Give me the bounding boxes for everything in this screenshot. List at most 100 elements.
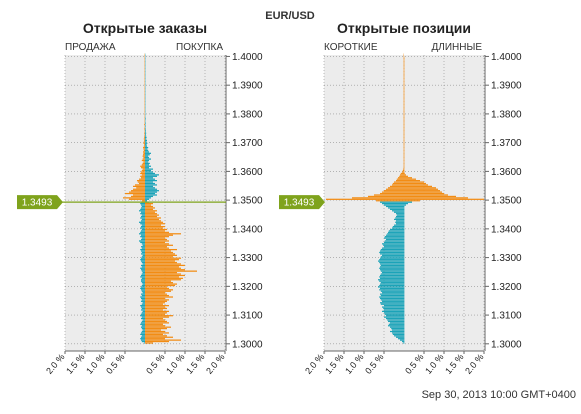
bar-left: [141, 265, 145, 266]
bar-left: [403, 169, 404, 170]
pair-title: EUR/USD: [265, 10, 315, 22]
bar-left: [141, 306, 145, 307]
bar-left: [140, 203, 145, 204]
bar-left: [141, 250, 145, 251]
y-tick-label: 1.3000: [491, 339, 522, 350]
bar-left: [142, 219, 145, 220]
bar-left: [133, 194, 145, 195]
bar-left: [141, 279, 145, 280]
bar-right: [145, 299, 169, 300]
bar-right: [145, 285, 175, 286]
bar-left: [399, 176, 404, 177]
bar-left: [390, 229, 404, 230]
bar-left: [136, 187, 145, 188]
bar-right: [145, 210, 157, 211]
bar-right: [145, 200, 147, 201]
bar-right: [145, 282, 173, 283]
bar-left: [144, 128, 145, 129]
bar-right: [145, 217, 161, 218]
bar-right: [145, 206, 153, 207]
bar-right: [145, 317, 169, 318]
bar-left: [141, 260, 145, 261]
bar-right: [145, 249, 177, 250]
y-tick-label: 1.3300: [491, 253, 522, 264]
bar-left: [396, 337, 404, 338]
bar-left: [142, 341, 145, 342]
bar-left: [140, 334, 145, 335]
bar-left: [384, 242, 404, 243]
bar-left: [398, 177, 404, 178]
bar-left: [142, 304, 145, 305]
bar-right: [145, 222, 163, 223]
bar-right: [145, 151, 149, 152]
open-positions-long-label: ДЛИННЫЕ: [432, 42, 483, 53]
bar-right: [145, 212, 155, 213]
bar-right: [145, 298, 165, 299]
bar-right: [145, 184, 157, 185]
bar-left: [142, 299, 145, 300]
bar-right: [145, 266, 179, 267]
bar-left: [382, 248, 404, 249]
bar-right: [145, 130, 146, 131]
x-tick-label: 1.0 %: [343, 352, 365, 376]
bar-left: [144, 141, 145, 142]
bar-right: [404, 184, 428, 185]
open-positions-panel: Открытые позиции КОРОТКИЕ ДЛИННЫЕ 1.3000…: [303, 20, 522, 376]
y-tick-label: 1.3400: [491, 224, 522, 235]
bar-left: [141, 275, 145, 276]
bar-left: [142, 229, 145, 230]
bar-left: [140, 268, 145, 269]
bar-right: [404, 181, 424, 182]
bar-right: [145, 204, 151, 205]
bar-left: [143, 302, 145, 303]
bar-left: [379, 285, 404, 286]
bar-left: [401, 173, 404, 174]
bar-left: [141, 286, 145, 287]
bar-left: [135, 184, 145, 185]
bar-right: [145, 302, 165, 303]
bar-right: [145, 265, 185, 266]
bar-left: [142, 291, 145, 292]
bar-right: [145, 334, 163, 335]
bar-right: [145, 157, 149, 158]
y-tick-label: 1.4000: [491, 52, 522, 63]
bar-right: [145, 183, 155, 184]
bar-left: [140, 173, 145, 174]
bar-right: [145, 240, 169, 241]
x-tick-label: 1.0 %: [423, 352, 445, 376]
bar-left: [382, 292, 404, 293]
bar-left: [382, 301, 404, 302]
bar-left: [380, 283, 404, 284]
bar-left: [378, 286, 404, 287]
y-tick-label: 1.3200: [491, 282, 522, 293]
bar-left: [393, 226, 404, 227]
open-orders-title: Открытые заказы: [83, 20, 207, 36]
bar-right: [145, 294, 167, 295]
bar-left: [379, 252, 404, 253]
bar-left: [388, 325, 404, 326]
bar-left: [400, 340, 404, 341]
bar-right: [145, 315, 173, 316]
bar-left: [142, 252, 145, 253]
bar-right: [145, 325, 165, 326]
bar-right: [145, 342, 153, 343]
bar-right: [145, 322, 169, 323]
bar-left: [143, 263, 145, 264]
bar-right: [145, 268, 181, 269]
bar-left: [140, 209, 145, 210]
bar-left: [131, 196, 145, 197]
bar-left: [141, 220, 145, 221]
bar-right: [145, 158, 151, 159]
bar-right: [145, 118, 146, 119]
bar-left: [380, 269, 404, 270]
bar-right: [145, 223, 165, 224]
bar-left: [141, 226, 145, 227]
bar-left: [389, 230, 404, 231]
bar-left: [393, 334, 404, 335]
bar-left: [140, 276, 145, 277]
bar-left: [142, 325, 145, 326]
bar-right: [404, 190, 440, 191]
bar-right: [145, 207, 155, 208]
x-tick-label: 1.0 %: [164, 352, 186, 376]
